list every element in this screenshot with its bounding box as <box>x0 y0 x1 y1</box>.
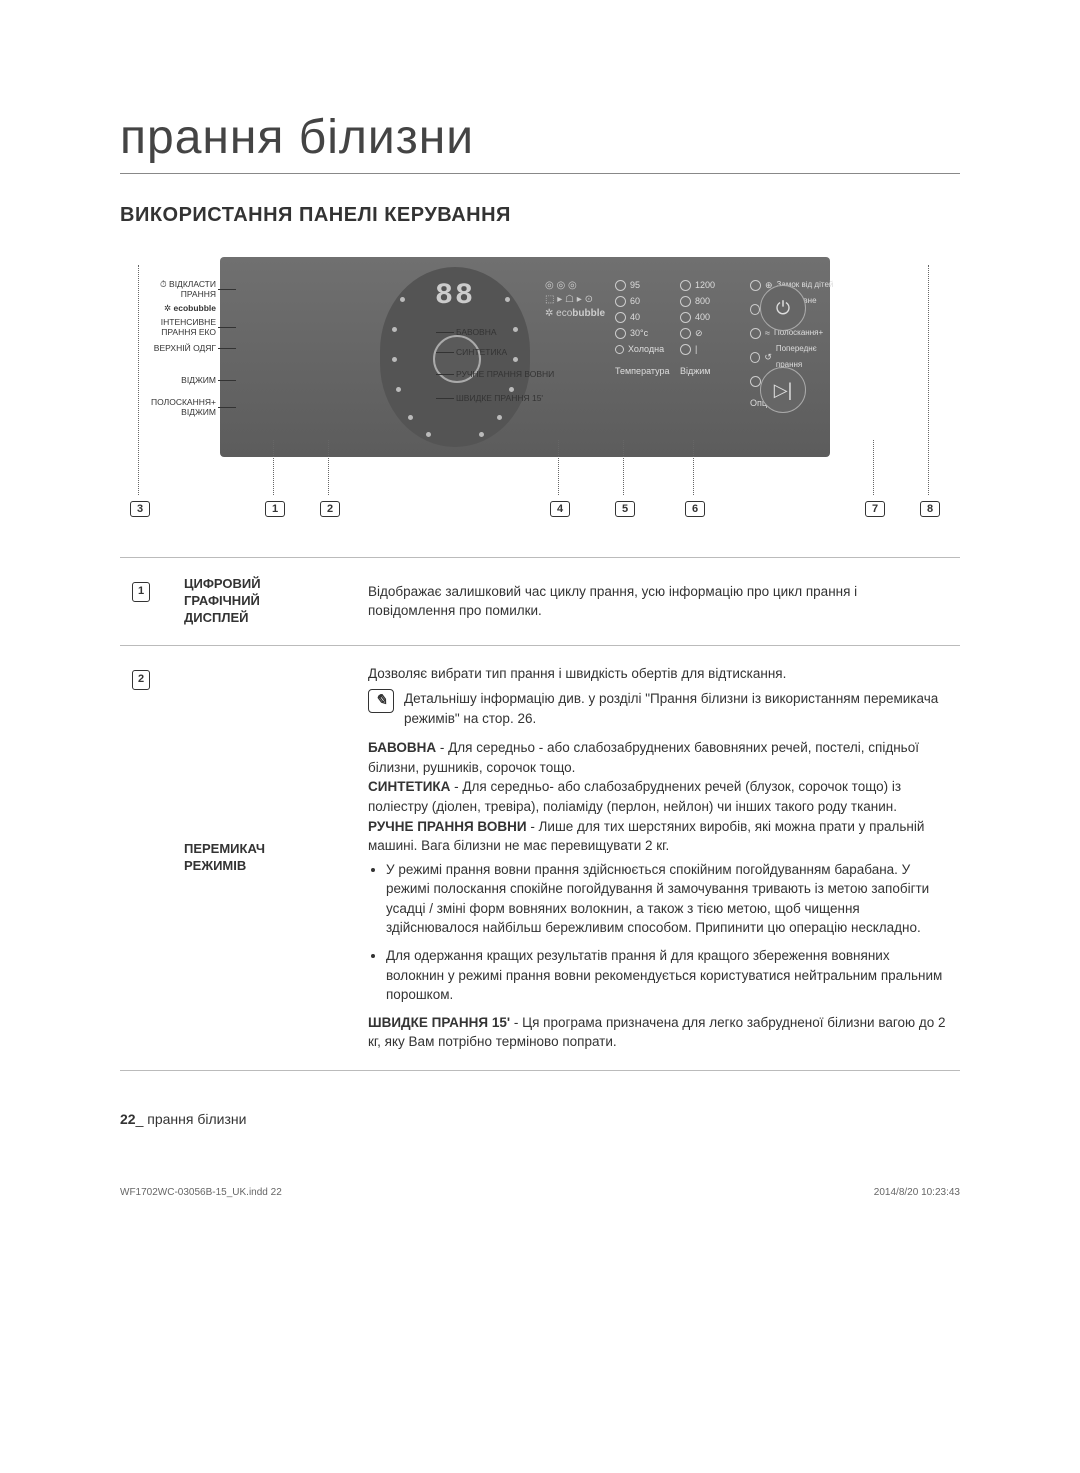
callout-4: 4 <box>550 501 570 517</box>
row-label: ЦИФРОВИЙГРАФІЧНИЙДИСПЛЕЙ <box>172 558 356 646</box>
temp-option[interactable]: 60 <box>615 293 670 309</box>
temp-option[interactable]: 30°c <box>615 325 670 341</box>
callout-7: 7 <box>865 501 885 517</box>
spin-option[interactable]: 1200 <box>680 277 715 293</box>
section-heading: ВИКОРИСТАННЯ ПАНЕЛІ КЕРУВАННЯ <box>120 204 960 227</box>
page-title: прання білизни <box>120 110 960 174</box>
control-panel-diagram: УВІМКН. ВИМКН. СТАРТ ПАУЗА <box>120 257 960 517</box>
temp-option[interactable]: Холодна <box>615 341 670 357</box>
temperature-column[interactable]: 95604030°cХолодна Температура <box>615 277 670 379</box>
row-body: Дозволяє вибрати тип прання і швидкість … <box>356 645 960 1070</box>
label-wool: РУЧНЕ ПРАННЯ ВОВНИ <box>456 369 554 379</box>
panel-body: 88 ◎ ◎ ◎⬚ ▸ ☖ ▸ ⊙✲ ecobubble 95604030°cХ… <box>220 257 830 457</box>
row-number: 2 <box>132 670 150 690</box>
label-ecobubble: ✲ ecobubble <box>130 303 216 313</box>
spin-option[interactable]: 800 <box>680 293 715 309</box>
row-number: 1 <box>132 582 150 602</box>
power-button[interactable]: ⏻ <box>760 285 806 331</box>
callout-8: 8 <box>920 501 940 517</box>
callout-6: 6 <box>685 501 705 517</box>
label-spin: ВІДЖИМ <box>130 375 216 385</box>
display-status-icons: ◎ ◎ ◎⬚ ▸ ☖ ▸ ⊙✲ ecobubble <box>545 279 605 321</box>
spin-option[interactable]: | <box>680 341 715 357</box>
print-footline: WF1702WC-03056B-15_UK.indd 22 2014/8/20 … <box>120 1187 960 1198</box>
spin-option[interactable]: 400 <box>680 309 715 325</box>
spin-column[interactable]: 1200800400⊘| Віджим <box>680 277 715 379</box>
callout-2: 2 <box>320 501 340 517</box>
temp-option[interactable]: 95 <box>615 277 670 293</box>
row-label: ПЕРЕМИКАЧРЕЖИМІВ <box>172 645 356 1070</box>
callout-3: 3 <box>130 501 150 517</box>
digital-display: 88 <box>400 279 510 315</box>
label-outerwear: ВЕРХНІЙ ОДЯГ <box>130 343 216 353</box>
option-item[interactable]: ↺Попереднє прання <box>750 341 840 373</box>
table-row: 2 ПЕРЕМИКАЧРЕЖИМІВДозволяє вибрати тип пр… <box>120 645 960 1070</box>
label-delay-start: ⏱ ВІДКЛАСТИ ПРАННЯ <box>130 279 216 299</box>
table-row: 1 ЦИФРОВИЙГРАФІЧНИЙДИСПЛЕЙВідображає зали… <box>120 558 960 646</box>
callout-1: 1 <box>265 501 285 517</box>
time-remaining-readout: 88 <box>435 279 475 313</box>
temp-header: Температура <box>615 363 670 379</box>
controls-description-table: 1 ЦИФРОВИЙГРАФІЧНИЙДИСПЛЕЙВідображає зали… <box>120 557 960 1071</box>
info-icon: ✎ <box>368 689 394 713</box>
row-body: Відображає залишковий час циклу прання, … <box>356 558 960 646</box>
label-quick15: ШВИДКЕ ПРАННЯ 15' <box>456 393 543 403</box>
spin-header: Віджим <box>680 363 715 379</box>
label-synthetic: СИНТЕТИКА <box>456 347 507 357</box>
callout-5: 5 <box>615 501 635 517</box>
start-pause-button[interactable]: ▷| <box>760 367 806 413</box>
label-cotton: БАВОВНА <box>456 327 497 337</box>
temp-option[interactable]: 40 <box>615 309 670 325</box>
label-rinse-spin: ПОЛОСКАННЯ+ ВІДЖИМ <box>130 397 216 417</box>
spin-option[interactable]: ⊘ <box>680 325 715 341</box>
page-footer: 22_ прання білизни <box>120 1111 960 1127</box>
label-intensive-eco: ІНТЕНСИВНЕ ПРАННЯ ЕКО <box>130 317 216 337</box>
